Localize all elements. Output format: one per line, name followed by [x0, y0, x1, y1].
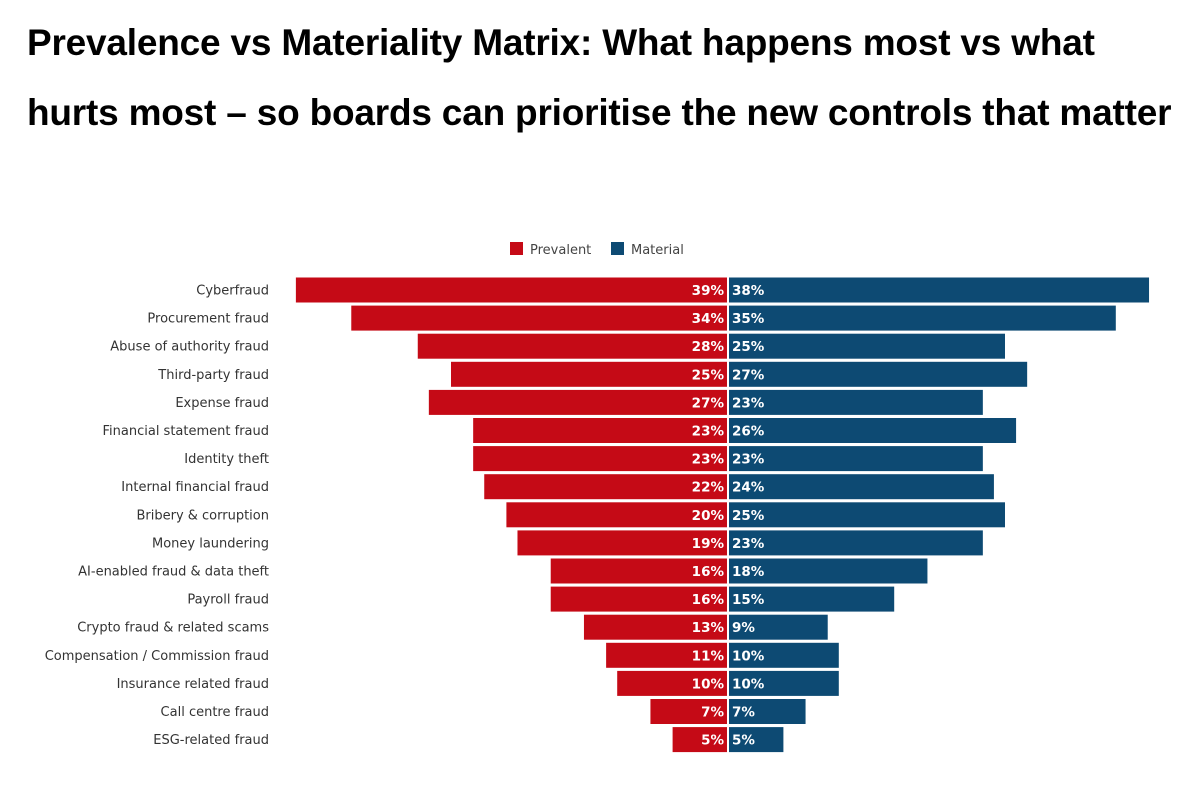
value-label-prevalent: 10% — [692, 676, 725, 692]
value-label-material: 38% — [732, 283, 765, 299]
bar-material — [729, 586, 895, 612]
legend-swatch-material — [611, 242, 624, 255]
category-label: Procurement fraud — [147, 312, 269, 327]
bar-prevalent — [506, 502, 727, 528]
value-label-prevalent: 28% — [692, 339, 725, 355]
page-title: Prevalence vs Materiality Matrix: What h… — [27, 22, 1172, 133]
bar-material — [729, 361, 1028, 387]
category-label: Internal financial fraud — [121, 480, 269, 495]
value-label-prevalent: 20% — [692, 508, 725, 524]
value-label-prevalent: 23% — [692, 424, 725, 440]
value-label-prevalent: 11% — [692, 648, 725, 664]
bar-material — [729, 727, 784, 753]
value-label-prevalent: 13% — [692, 620, 725, 636]
category-label: Third-party fraud — [157, 368, 269, 383]
bar-prevalent — [617, 670, 727, 696]
bar-prevalent — [473, 418, 727, 443]
value-label-prevalent: 19% — [692, 536, 725, 552]
bar-material — [729, 670, 839, 696]
value-label-material: 23% — [732, 452, 765, 468]
value-label-material: 15% — [732, 592, 765, 608]
value-label-material: 5% — [732, 733, 755, 749]
bar-prevalent — [351, 305, 727, 331]
bar-prevalent — [672, 727, 727, 753]
category-label: Financial statement fraud — [103, 424, 270, 439]
value-label-prevalent: 7% — [701, 705, 724, 721]
bar-material — [729, 614, 828, 640]
value-label-material: 35% — [732, 311, 765, 327]
value-label-material: 25% — [732, 339, 765, 355]
category-label: Crypto fraud & related scams — [77, 621, 269, 636]
legend-swatch-prevalent — [510, 242, 523, 255]
category-label: Payroll fraud — [187, 593, 269, 608]
bar-material — [729, 418, 1017, 443]
bar-material — [729, 446, 983, 472]
bar-material — [729, 502, 1005, 528]
category-label: Expense fraud — [175, 396, 269, 411]
category-label: Money laundering — [152, 536, 269, 551]
bar-material — [729, 530, 983, 556]
value-label-material: 9% — [732, 620, 755, 636]
value-label-material: 10% — [732, 676, 765, 692]
value-label-material: 26% — [732, 424, 765, 440]
category-label: Identity theft — [184, 452, 269, 467]
value-label-material: 25% — [732, 508, 765, 524]
bar-material — [729, 642, 839, 668]
bar-prevalent — [428, 389, 727, 415]
bar-material — [729, 305, 1116, 331]
category-label: ESG-related fraud — [153, 733, 269, 748]
value-label-prevalent: 16% — [692, 564, 725, 580]
bar-prevalent — [606, 642, 727, 668]
bar-prevalent — [417, 333, 727, 359]
bar-material — [729, 333, 1005, 359]
legend-label-prevalent: Prevalent — [530, 243, 591, 258]
value-label-material: 18% — [732, 564, 765, 580]
value-label-material: 23% — [732, 395, 765, 411]
value-label-material: 27% — [732, 367, 765, 383]
value-label-prevalent: 39% — [692, 283, 725, 299]
bar-prevalent — [295, 277, 727, 303]
value-label-prevalent: 34% — [692, 311, 725, 327]
bar-prevalent — [451, 361, 727, 387]
bar-material — [729, 389, 983, 415]
value-label-prevalent: 16% — [692, 592, 725, 608]
value-label-prevalent: 27% — [692, 395, 725, 411]
bar-material — [729, 474, 994, 500]
bar-prevalent — [583, 614, 727, 640]
category-label: Compensation / Commission fraud — [45, 649, 269, 664]
category-label: Insurance related fraud — [117, 677, 269, 692]
value-label-material: 7% — [732, 705, 755, 721]
category-label: Abuse of authority fraud — [110, 340, 269, 355]
bar-material — [729, 699, 806, 724]
value-label-prevalent: 5% — [701, 733, 724, 749]
category-label: Cyberfraud — [196, 284, 269, 299]
category-label: AI-enabled fraud & data theft — [78, 565, 269, 580]
bar-prevalent — [473, 446, 727, 472]
legend-label-material: Material — [631, 243, 684, 258]
bar-prevalent — [484, 474, 727, 500]
bar-prevalent — [550, 586, 727, 612]
bar-prevalent — [650, 699, 727, 724]
category-label: Call centre fraud — [161, 705, 269, 720]
value-label-prevalent: 23% — [692, 452, 725, 468]
bar-prevalent — [517, 530, 727, 556]
bar-material — [729, 558, 928, 584]
value-label-material: 23% — [732, 536, 765, 552]
value-label-prevalent: 22% — [692, 480, 725, 496]
value-label-material: 10% — [732, 648, 765, 664]
bar-prevalent — [550, 558, 727, 584]
value-label-material: 24% — [732, 480, 765, 496]
category-label: Bribery & corruption — [136, 508, 269, 523]
bar-material — [729, 277, 1150, 303]
value-label-prevalent: 25% — [692, 367, 725, 383]
